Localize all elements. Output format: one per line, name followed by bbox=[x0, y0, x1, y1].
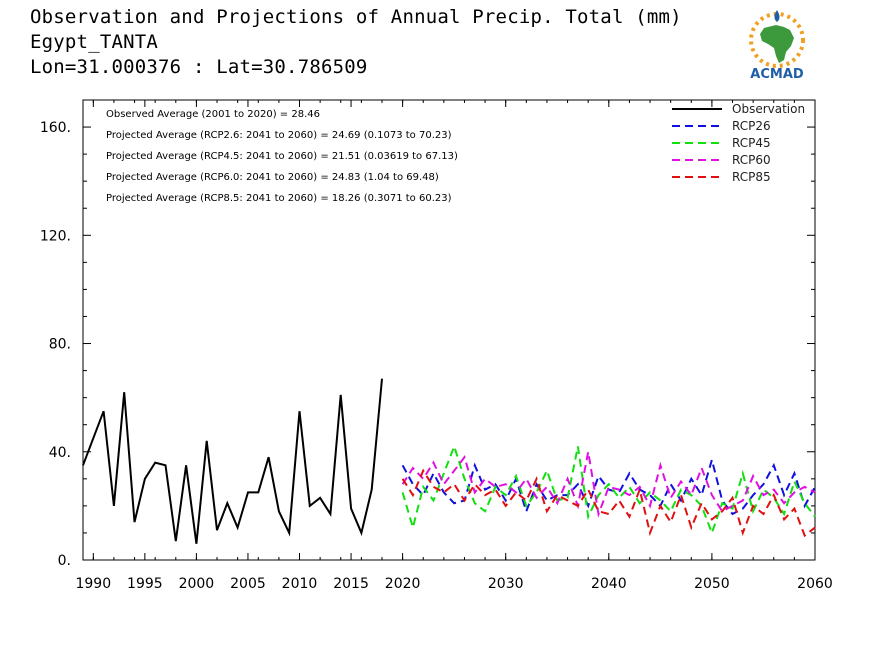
water-drop-icon bbox=[774, 10, 780, 22]
series-line-rcp45 bbox=[401, 443, 816, 536]
x-tick-label: 1990 bbox=[75, 576, 111, 592]
y-tick-label: 40. bbox=[49, 445, 71, 461]
x-tick-label: 2040 bbox=[591, 576, 627, 592]
x-tick-label: 1995 bbox=[127, 576, 163, 592]
legend-label-rcp26: RCP26 bbox=[732, 119, 771, 133]
annotation-rcp26-average: Projected Average (RCP2.6: 2041 to 2060)… bbox=[106, 130, 452, 141]
x-tick-label: 2000 bbox=[179, 576, 215, 592]
x-tick-label: 2010 bbox=[282, 576, 318, 592]
legend-label-rcp60: RCP60 bbox=[732, 153, 771, 167]
plot-frame bbox=[82, 99, 816, 561]
annotation-observed-average: Observed Average (2001 to 2020) = 28.46 bbox=[106, 109, 320, 120]
legend-label-rcp45: RCP45 bbox=[732, 136, 771, 150]
y-tick-label: 80. bbox=[49, 337, 71, 353]
station-name: Egypt_TANTA bbox=[30, 31, 159, 53]
y-tick-label: 120. bbox=[40, 228, 71, 244]
logo-text: ACMAD bbox=[750, 67, 804, 82]
x-tick-label: 2030 bbox=[488, 576, 524, 592]
y-tick-label: 0. bbox=[58, 553, 71, 569]
series-line-observation bbox=[82, 378, 383, 544]
x-tick-label: 2060 bbox=[797, 576, 833, 592]
legend-label-rcp85: RCP85 bbox=[732, 170, 771, 184]
y-tick-label: 160. bbox=[40, 120, 71, 136]
annotation-rcp45-average: Projected Average (RCP4.5: 2041 to 2060)… bbox=[106, 151, 458, 162]
legend-label-observation: Observation bbox=[732, 102, 805, 116]
africa-map-icon bbox=[760, 25, 794, 63]
x-tick-label: 2015 bbox=[333, 576, 369, 592]
chart-title: Observation and Projections of Annual Pr… bbox=[30, 6, 682, 28]
x-tick-label: 2020 bbox=[385, 576, 421, 592]
series-line-rcp60 bbox=[401, 451, 816, 518]
series-line-rcp85 bbox=[401, 468, 816, 538]
x-tick-label: 2005 bbox=[230, 576, 266, 592]
annotation-rcp85-average: Projected Average (RCP8.5: 2041 to 2060)… bbox=[106, 193, 452, 204]
station-coordinates: Lon=31.000376 : Lat=30.786509 bbox=[30, 56, 368, 78]
x-tick-label: 2050 bbox=[694, 576, 730, 592]
annotation-rcp60-average: Projected Average (RCP6.0: 2041 to 2060)… bbox=[106, 172, 439, 183]
acmad-logo: ACMAD bbox=[738, 8, 816, 82]
